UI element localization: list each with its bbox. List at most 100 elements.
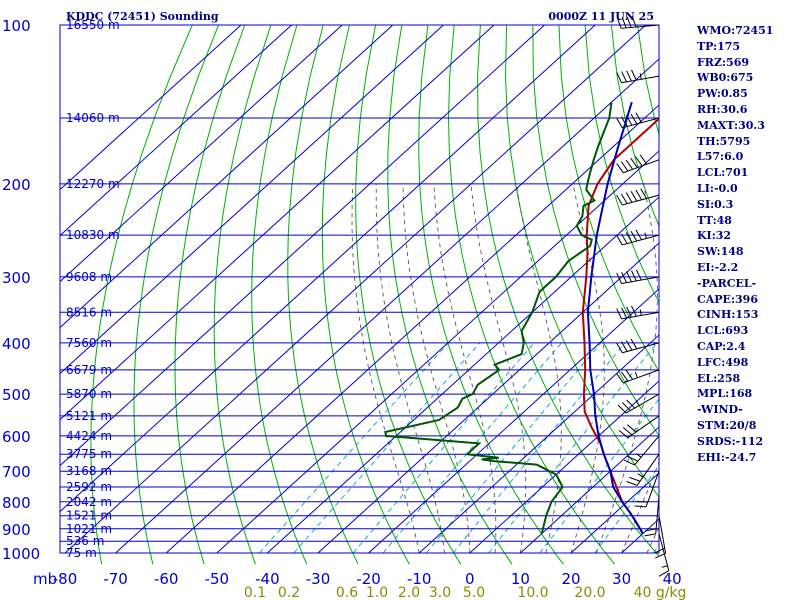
wind-barb: [644, 495, 660, 537]
sounding-index: CAPE:396: [697, 292, 758, 306]
wind-barb: [654, 515, 667, 559]
height-label: 1021 m: [66, 522, 112, 536]
sounding-index: CAP:2.4: [697, 339, 746, 353]
wind-barb: [617, 393, 660, 414]
sounding-index: FRZ:569: [697, 55, 750, 69]
isotherm-line: [216, 150, 659, 554]
height-label: 10830 m: [66, 228, 120, 242]
wind-barb: [616, 338, 660, 354]
chart-title: KDDC (72451) Sounding: [66, 10, 219, 23]
sounding-index: EHI:-24.7: [697, 450, 757, 464]
pressure-tick-label: 900: [2, 521, 31, 539]
height-label: 3168 m: [66, 464, 112, 478]
wind-barb: [616, 16, 660, 29]
dry-adiabat-line: [174, 25, 246, 565]
wind-barb: [658, 533, 670, 577]
mixing-ratio-label: 40 g/kg: [634, 585, 687, 600]
isotherms: [60, 25, 659, 554]
sounding-index: MPL:168: [697, 387, 753, 401]
height-label: 536 m: [66, 534, 104, 548]
dry-adiabat-line: [355, 25, 462, 565]
sounding-profiles: [384, 101, 659, 535]
isotherm-line: [520, 426, 659, 554]
isotherm-line: [317, 242, 659, 554]
temperature-tick-label: 10: [511, 570, 530, 588]
temperature-tick-label: 20: [561, 570, 580, 588]
mixing-ratio-label: 0.2: [278, 585, 300, 600]
temperature-tick-label: -20: [356, 570, 381, 588]
sounding-index: LCL:693: [697, 324, 749, 338]
temperature-tick-label: 30: [612, 570, 631, 588]
sounding-index: STM:20/8: [697, 418, 757, 432]
parcel-trace: [586, 101, 644, 535]
sounding-index: -WIND-: [697, 403, 743, 417]
pressure-unit-label: mb: [33, 570, 57, 588]
height-label: 4424 m: [66, 429, 112, 443]
sounding-index: EL:258: [697, 371, 741, 385]
height-label: 5121 m: [66, 409, 112, 423]
wind-barb: [616, 229, 660, 246]
height-label: 7560 m: [66, 336, 112, 350]
sounding-index: WB0:675: [697, 71, 754, 85]
sounding-index: SW:148: [697, 245, 744, 259]
mixing-ratio-line: [259, 342, 449, 554]
pressure-tick-label: 600: [2, 428, 31, 446]
mixing-ratio-label: 0.6: [336, 585, 358, 600]
pressure-tick-label: 1000: [2, 545, 40, 563]
pressure-tick-label: 400: [2, 335, 31, 353]
sounding-index: TH:5795: [697, 134, 751, 148]
height-label: 16550 m: [66, 18, 120, 32]
isotherm-line: [64, 25, 647, 554]
height-label: 5870 m: [66, 387, 112, 401]
sounding-index: LFC:498: [697, 355, 749, 369]
height-label: 1521 m: [66, 509, 112, 523]
wind-barb: [616, 369, 660, 384]
dewpoint-trace: [384, 102, 613, 534]
height-label: 12270 m: [66, 177, 120, 191]
temperature-tick-label: -50: [205, 570, 230, 588]
wind-barb: [616, 188, 660, 206]
wind-barb: [616, 269, 660, 285]
height-label: 14060 m: [66, 111, 120, 125]
moist-adiabat-line: [595, 183, 658, 554]
isotherm-line: [60, 25, 394, 329]
mixing-ratio-label: 10.0: [517, 585, 548, 600]
dry-adiabat-line: [532, 25, 659, 437]
moist-adiabat-line: [470, 183, 527, 554]
dry-adiabat-line: [477, 25, 659, 557]
isotherm-line: [60, 25, 495, 421]
dry-adiabat-line: [418, 25, 564, 565]
moist-adiabat-line: [351, 183, 420, 554]
temperature-tick-label: -80: [53, 570, 78, 588]
height-label: 6679 m: [66, 363, 112, 377]
sounding-index: SRDS:-112: [697, 434, 764, 448]
pressure-tick-label: 100: [2, 17, 31, 35]
sounding-indices-panel: WMO:72451 TP:175 FRZ:569 WB0:675 PW:0.85 RH:3…: [697, 23, 797, 465]
isotherm-line: [165, 104, 659, 554]
dry-adiabat-line: [387, 25, 513, 565]
sounding-index: TP:175: [697, 39, 741, 53]
dry-adiabat-line: [90, 25, 193, 565]
isobars: [59, 24, 660, 554]
sounding-index: PW:0.85: [697, 87, 748, 101]
wind-barb: [616, 154, 660, 174]
wind-barb: [616, 112, 660, 129]
sounding-index: CINH:153: [697, 308, 759, 322]
dry-adiabat-line: [251, 25, 308, 565]
wind-barb: [634, 471, 660, 508]
moist-adiabat-line: [402, 183, 471, 554]
dry-adiabat-line: [321, 25, 410, 565]
sounding-index: WMO:72451: [697, 24, 774, 37]
wind-barb: [616, 69, 660, 84]
isotherm-line: [368, 288, 659, 554]
temperature-tick-label: -40: [255, 570, 280, 588]
mixing-ratio-label: 0.1: [244, 585, 266, 600]
sounding-index: LCL:701: [697, 166, 749, 180]
wind-barb: [616, 305, 660, 320]
pressure-tick-label: 200: [2, 176, 31, 194]
isotherm-line: [60, 25, 292, 237]
height-label: 75 m: [66, 546, 97, 560]
mixing-ratio-label: 1.0: [366, 585, 388, 600]
